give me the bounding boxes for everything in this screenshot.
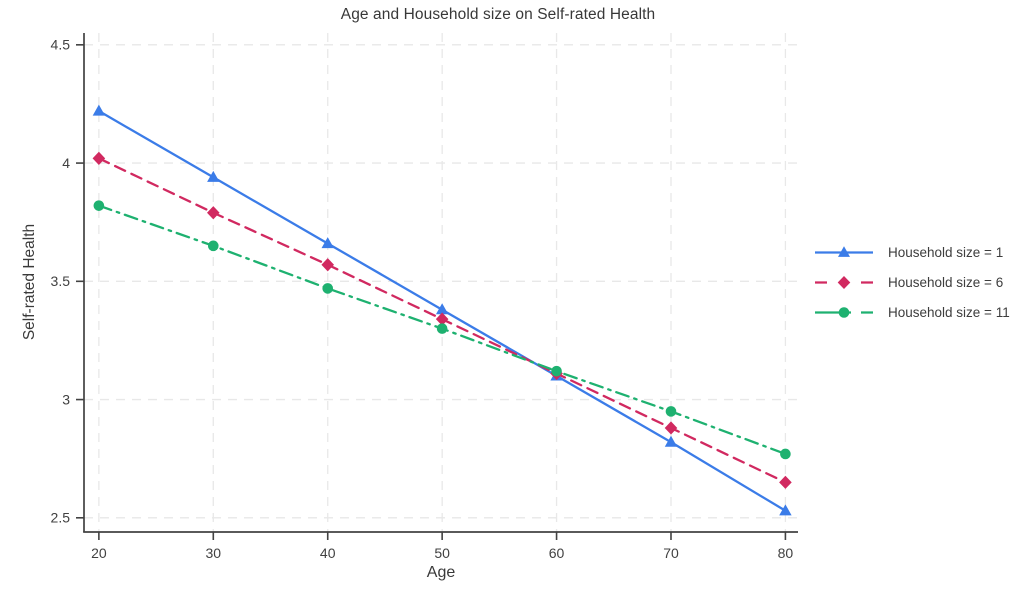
x-tick-label: 20	[91, 545, 107, 561]
data-point-marker	[321, 258, 335, 272]
data-point-marker	[321, 237, 334, 249]
circle-marker-icon	[838, 307, 850, 318]
y-tick-label: 4.5	[51, 37, 71, 53]
x-tick-label: 60	[549, 545, 565, 561]
x-tick-label: 30	[206, 545, 222, 561]
data-point-marker	[665, 406, 677, 417]
data-point-marker	[322, 283, 334, 294]
legend-label: Household size = 1	[888, 245, 1004, 260]
data-point-marker	[206, 206, 220, 220]
data-point-marker	[435, 303, 449, 315]
data-point-marker	[664, 421, 678, 435]
legend-item: Household size = 6	[815, 274, 1010, 291]
x-tick-label: 70	[663, 545, 679, 561]
legend-sample	[815, 307, 873, 318]
x-tick-label: 40	[320, 545, 336, 561]
legend: Household size = 1 Household size = 6 Hous…	[815, 244, 1010, 321]
x-tick-label: 50	[434, 545, 450, 561]
x-axis-label: Age	[426, 564, 456, 581]
data-point-marker	[92, 104, 106, 116]
legend-item: Household size = 1	[815, 244, 1010, 261]
triangle-marker-icon	[838, 246, 850, 257]
data-point-marker	[779, 475, 792, 489]
chart-title: Age and Household size on Self-rated Hea…	[340, 6, 656, 23]
y-tick-label: 2.5	[51, 510, 71, 526]
data-point-marker	[780, 448, 791, 460]
legend-label: Household size = 6	[888, 275, 1004, 290]
legend-sample	[815, 276, 873, 289]
data-point-marker	[207, 240, 219, 252]
y-tick-label: 3.5	[51, 273, 71, 289]
legend-label: Household size = 11	[888, 305, 1010, 320]
data-point-marker	[436, 323, 448, 334]
legend-item: Household size = 11	[815, 304, 1010, 321]
y-tick-label: 3	[62, 391, 70, 407]
data-point-marker	[664, 435, 678, 447]
data-point-marker	[551, 365, 562, 377]
data-point-marker	[93, 200, 105, 211]
data-point-marker	[779, 504, 792, 516]
data-point-marker	[207, 170, 220, 182]
data-point-marker	[435, 312, 449, 326]
diamond-marker-icon	[837, 276, 851, 289]
data-point-marker	[92, 151, 106, 165]
x-tick-label: 80	[778, 545, 794, 561]
y-tick-label: 4	[62, 155, 70, 171]
legend-sample	[815, 246, 873, 257]
